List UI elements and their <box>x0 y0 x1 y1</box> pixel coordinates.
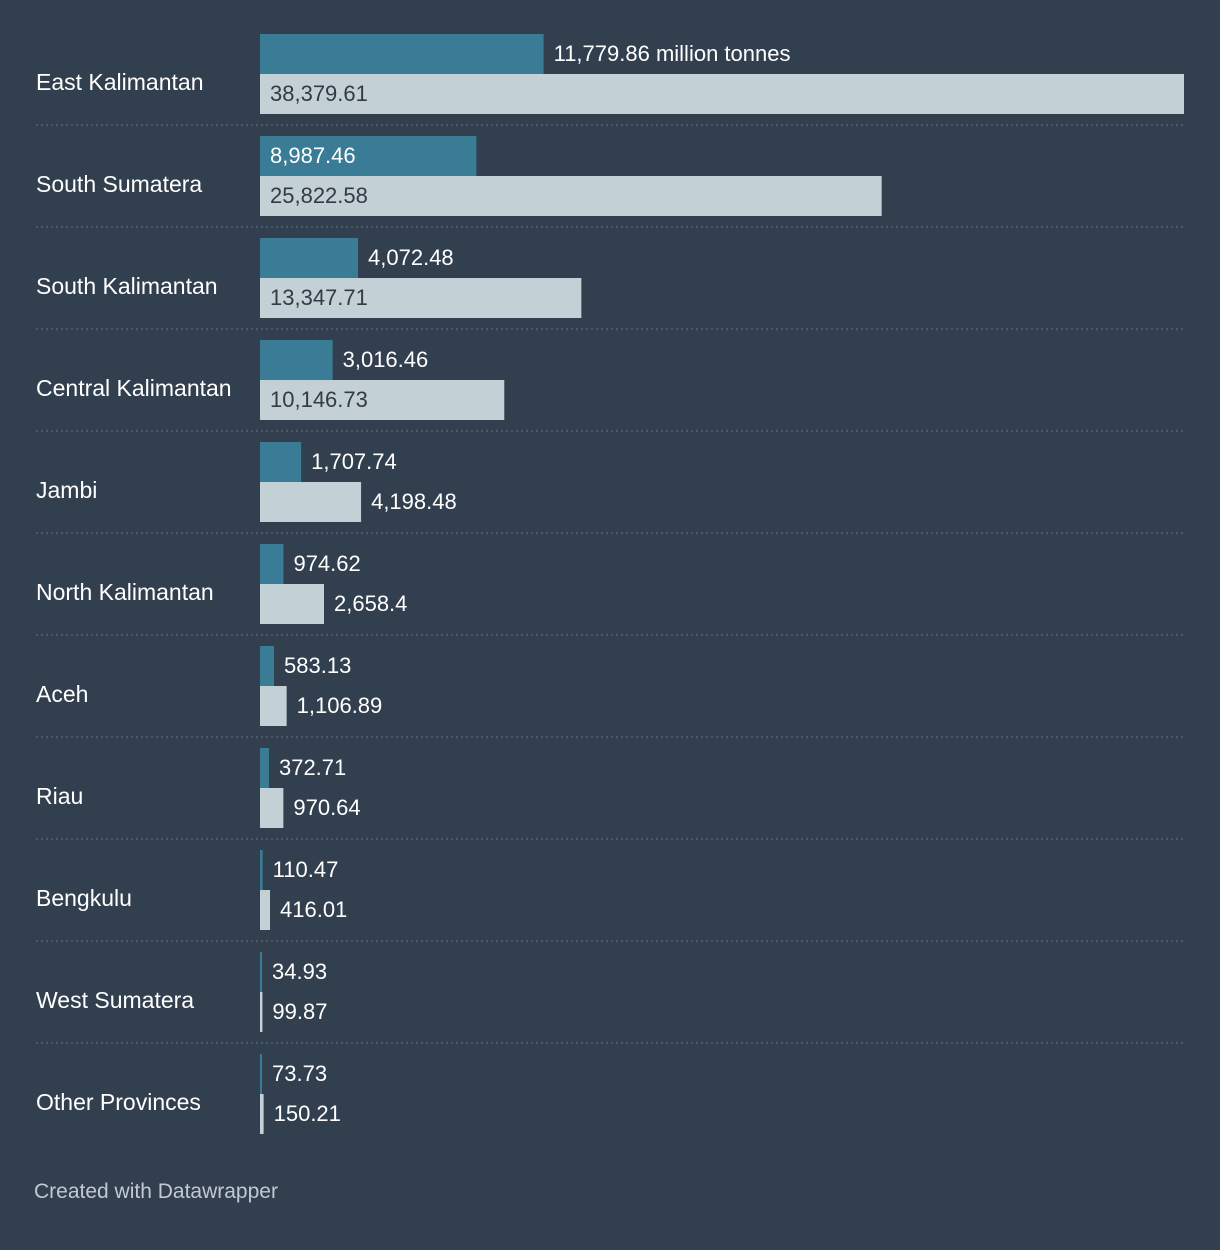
category-label: Riau <box>36 783 83 809</box>
row-west-sumatera: West Sumatera 34.93 99.87 <box>36 952 1184 1044</box>
bar-jambi-s1 <box>260 442 302 482</box>
value-label: 13,347.71 <box>270 285 368 310</box>
bar-jambi-s2 <box>260 482 362 522</box>
value-label: 34.93 <box>272 959 327 984</box>
value-label: 4,198.48 <box>371 489 457 514</box>
bar-central-kalimantan-s1 <box>260 340 333 380</box>
unit-suffix: million tonnes <box>650 41 791 66</box>
category-label: Jambi <box>36 477 97 503</box>
category-label: Aceh <box>36 681 88 707</box>
bar-west-sumatera-s1 <box>260 952 262 992</box>
value-label: 2,658.4 <box>334 591 407 616</box>
value-label: 1,707.74 <box>311 449 397 474</box>
row-bengkulu: Bengkulu 110.47 416.01 <box>36 850 1184 942</box>
category-label: South Sumatera <box>36 171 202 197</box>
value-label: 110.47 <box>273 857 339 882</box>
value-label: 583.13 <box>284 653 351 678</box>
category-label: South Kalimantan <box>36 273 218 299</box>
value-label: 4,072.48 <box>368 245 454 270</box>
value-label: 974.62 <box>293 551 360 576</box>
value-label: 73.73 <box>272 1061 327 1086</box>
bar-riau-s2 <box>260 788 284 828</box>
bar-bengkulu-s2 <box>260 890 271 930</box>
row-north-kalimantan: North Kalimantan 974.62 2,658.4 <box>36 544 1184 636</box>
row-south-sumatera: South Sumatera 8,987.46 25,822.58 <box>36 136 1184 228</box>
bar-chart: East Kalimantan 11,779.86 million tonnes 3… <box>36 34 1184 1134</box>
bar-aceh-s1 <box>260 646 275 686</box>
value-label: 970.64 <box>293 795 360 820</box>
bar-east-kalimantan-s2 <box>260 74 1184 114</box>
category-label: Other Provinces <box>36 1089 201 1115</box>
category-label: East Kalimantan <box>36 69 203 95</box>
row-central-kalimantan: Central Kalimantan 3,016.46 10,146.73 <box>36 340 1184 432</box>
row-other-provinces: Other Provinces 73.73 150.21 <box>36 1054 341 1134</box>
value-label: 25,822.58 <box>270 183 368 208</box>
value-label: 38,379.61 <box>270 81 368 106</box>
bar-bengkulu-s1 <box>260 850 263 890</box>
value-label: 416.01 <box>280 897 347 922</box>
value-label: 150.21 <box>274 1101 341 1126</box>
bar-west-sumatera-s2 <box>260 992 263 1032</box>
value-label: 3,016.46 <box>343 347 429 372</box>
row-aceh: Aceh 583.13 1,106.89 <box>36 646 1184 738</box>
value-label: 11,779.86 million tonnes <box>554 41 791 66</box>
row-jambi: Jambi 1,707.74 4,198.48 <box>36 442 1184 534</box>
bar-other-provinces-s2 <box>260 1094 264 1134</box>
row-east-kalimantan: East Kalimantan 11,779.86 million tonnes 3… <box>36 34 1184 126</box>
bar-south-kalimantan-s2 <box>260 278 582 318</box>
bar-south-kalimantan-s1 <box>260 238 359 278</box>
category-label: North Kalimantan <box>36 579 214 605</box>
bar-east-kalimantan-s1 <box>260 34 544 74</box>
bar-south-sumatera-s1 <box>260 136 477 176</box>
category-label: West Sumatera <box>36 987 194 1013</box>
bar-central-kalimantan-s2 <box>260 380 505 420</box>
datawrapper-credit: Created with Datawrapper <box>34 1180 278 1203</box>
bar-riau-s1 <box>260 748 269 788</box>
bar-other-provinces-s1 <box>260 1054 262 1094</box>
bar-south-sumatera-s2 <box>260 176 882 216</box>
value-label: 1,106.89 <box>297 693 383 718</box>
row-riau: Riau 372.71 970.64 <box>36 748 1184 840</box>
bar-north-kalimantan-s2 <box>260 584 325 624</box>
bar-north-kalimantan-s1 <box>260 544 284 584</box>
category-label: Bengkulu <box>36 885 132 911</box>
value-label: 99.87 <box>272 999 327 1024</box>
value-label: 372.71 <box>279 755 346 780</box>
category-label: Central Kalimantan <box>36 375 232 401</box>
bar-aceh-s2 <box>260 686 287 726</box>
value-label: 10,146.73 <box>270 387 368 412</box>
value-label: 8,987.46 <box>270 143 356 168</box>
